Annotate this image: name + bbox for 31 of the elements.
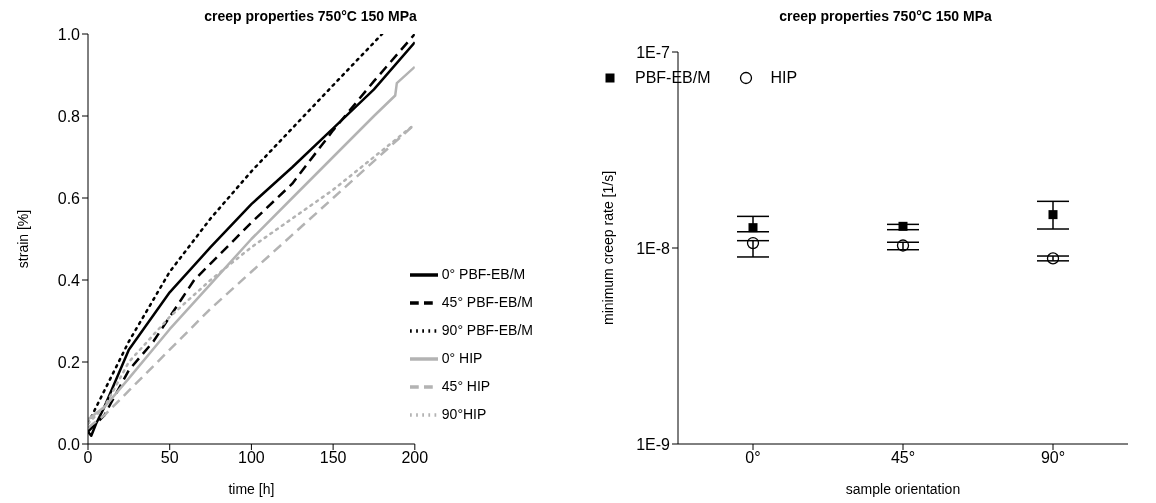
legend-label: PBF-EB/M	[635, 69, 711, 87]
x-tick-label: 0°	[745, 449, 761, 467]
x-tick-label: 100	[238, 449, 265, 467]
x-tick-label: 45°	[890, 449, 916, 467]
y-tick-label: 1E-7	[636, 43, 671, 61]
y-tick-label: 0.6	[57, 189, 81, 207]
x-tick-label: 50	[160, 449, 179, 467]
x-tick-label: 150	[319, 449, 347, 467]
y-tick-label: 0.0	[57, 435, 81, 453]
y-tick-label: 1.0	[57, 25, 81, 43]
y-tick-label: 0.8	[57, 107, 81, 125]
x-tick-label: 0	[83, 449, 93, 467]
y-tick-label: 1E-9	[636, 435, 671, 453]
legend-label: 45° HIP	[441, 377, 491, 394]
y-axis-title: minimum creep rate [1/s]	[599, 170, 616, 326]
chart-title: creep properties 750°C 150 MPa	[778, 8, 993, 24]
legend-label: 0° PBF-EB/M	[441, 265, 526, 282]
legend-label: HIP	[770, 69, 798, 87]
y-axis-title: strain [%]	[14, 209, 31, 269]
chart-title: creep properties 750°C 150 MPa	[203, 8, 418, 24]
legend-label: 45° PBF-EB/M	[441, 293, 533, 310]
legend-label: 90° PBF-EB/M	[441, 321, 533, 338]
y-tick-label: 0.2	[57, 353, 81, 371]
x-tick-label: 90°	[1040, 449, 1066, 467]
legend-label: 90°HIP	[441, 405, 487, 422]
y-tick-label: 1E-8	[636, 239, 671, 257]
x-axis-title: sample orientation	[845, 481, 961, 497]
legend-label: 0° HIP	[441, 349, 483, 366]
x-tick-label: 200	[401, 449, 429, 467]
x-axis-title: time [h]	[228, 481, 275, 497]
y-tick-label: 0.4	[57, 271, 81, 289]
